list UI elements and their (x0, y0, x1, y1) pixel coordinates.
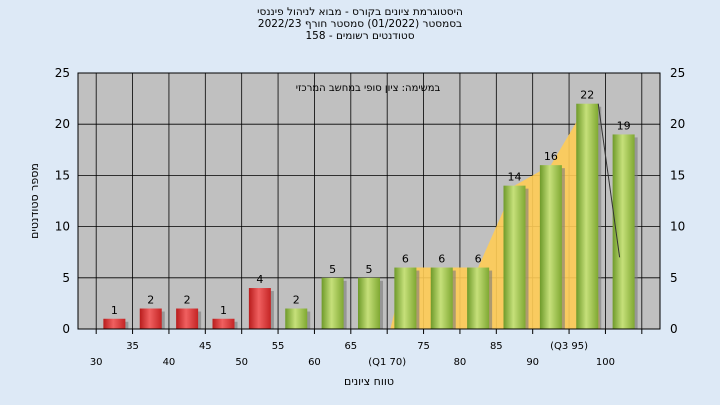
y-tick-left-2: 10 (55, 220, 70, 234)
x-label-lower-5: 80 (454, 357, 467, 368)
y-tick-right-4: 20 (670, 117, 685, 131)
y-tick-right-1: 5 (670, 271, 678, 285)
bar-11 (503, 185, 526, 329)
x-label-upper-3: 65 (344, 341, 357, 352)
bar-value-label-6: 5 (329, 263, 336, 276)
y-tick-left-0: 0 (62, 322, 70, 336)
x-axis-title: טווח ציונים (344, 375, 394, 388)
x-label-lower-0: 30 (90, 357, 103, 368)
y-tick-left-3: 15 (55, 168, 70, 182)
y-tick-right-5: 25 (670, 66, 685, 80)
bar-10 (467, 267, 490, 329)
bar-12 (539, 165, 562, 329)
y-axis-title: מספר סטודנטים (28, 163, 41, 239)
y-tick-left-1: 5 (62, 271, 70, 285)
x-label-lower-3: 60 (308, 357, 321, 368)
bar-value-label-2: 2 (184, 294, 191, 307)
bar-value-label-14: 19 (617, 119, 631, 132)
bar-8 (394, 267, 417, 329)
bar-value-label-10: 6 (475, 253, 482, 266)
y-tick-left-4: 20 (55, 117, 70, 131)
title-line-2: בסמסטר (01/2022) סמסטר חורף 2022/23 (257, 18, 463, 30)
bar-value-label-8: 6 (402, 253, 409, 266)
bar-14 (612, 134, 635, 329)
bar-5 (285, 308, 308, 329)
bar-value-label-4: 4 (256, 273, 263, 286)
bar-value-label-0: 1 (111, 304, 118, 317)
chart-annotation: במשימה: ציון סופי במחשב המרכזי (296, 83, 441, 94)
bar-9 (430, 267, 453, 329)
title-line-3: סטודנטים רשומים - 158 (305, 30, 415, 42)
x-label-upper-5: 85 (490, 341, 503, 352)
bar-4 (248, 288, 271, 329)
x-label-lower-6: 90 (526, 357, 539, 368)
x-label-upper-0: 35 (126, 341, 139, 352)
bar-0 (103, 318, 126, 329)
bar-value-label-13: 22 (580, 89, 594, 102)
bar-2 (176, 308, 199, 329)
bar-7 (358, 277, 380, 329)
plot-border (77, 72, 661, 330)
bar-3 (212, 318, 235, 329)
bar-1 (139, 308, 162, 329)
x-label-upper-2: 55 (272, 341, 285, 352)
trend-segment (597, 103, 621, 258)
x-label-upper-4: 75 (417, 341, 430, 352)
bar-value-label-9: 6 (438, 253, 445, 266)
title-line-1: היסטוגרמת ציונים בקורס - מבוא לניהול פינ… (257, 6, 463, 18)
bar-value-label-12: 16 (544, 150, 558, 163)
bar-value-label-1: 2 (147, 294, 154, 307)
bar-13 (576, 103, 599, 329)
bar-6 (321, 277, 344, 329)
x-label-lower-1: 40 (163, 357, 176, 368)
x-label-lower-2: 50 (235, 357, 248, 368)
x-label-upper-6: (Q3 95) (550, 341, 588, 352)
bar-value-label-7: 5 (366, 263, 373, 276)
x-label-lower-7: 100 (596, 357, 615, 368)
y-tick-right-2: 10 (670, 220, 685, 234)
bar-value-label-3: 1 (220, 304, 227, 317)
y-tick-right-0: 0 (670, 322, 678, 336)
chart-title: היסטוגרמת ציונים בקורס - מבוא לניהול פינ… (0, 6, 720, 42)
bar-value-label-11: 14 (508, 171, 522, 184)
bar-value-label-5: 2 (293, 294, 300, 307)
y-tick-left-5: 25 (55, 66, 70, 80)
y-tick-right-3: 15 (670, 168, 685, 182)
x-label-lower-4: (Q1 70) (368, 357, 406, 368)
x-label-upper-1: 45 (199, 341, 212, 352)
